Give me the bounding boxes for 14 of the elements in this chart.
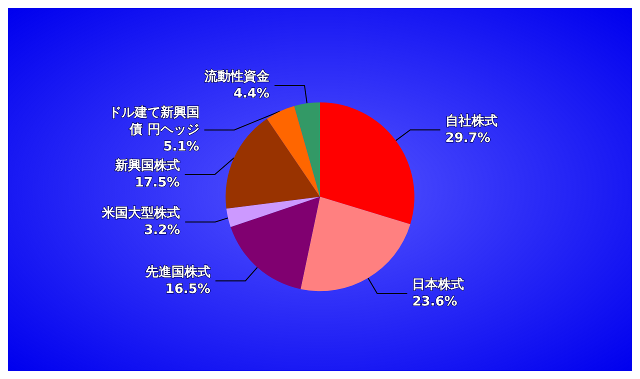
data-label: 23.6% [412,294,458,310]
slice-label: ドル建て新興国債 円ヘッジ [108,104,200,138]
data-label: 3.2% [144,222,180,238]
data-label: 4.4% [233,86,270,102]
data-label: 5.1% [163,139,200,154]
slice-label: 新興国株式 [114,157,180,174]
slice-label: 米国大型株式 [101,204,180,221]
data-label: 29.7% [445,130,490,146]
slice-label: 先進国株式 [144,264,210,280]
slice-label: 流動性資金 [204,68,271,84]
data-label: 17.5% [134,175,180,190]
data-label: 16.5% [165,282,210,297]
slice-label: 日本株式 [412,276,464,292]
slice-label: 自社株式 [445,112,498,129]
